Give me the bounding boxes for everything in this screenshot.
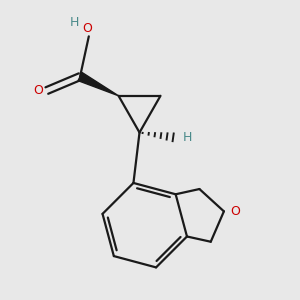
Polygon shape [78, 73, 118, 96]
Text: O: O [230, 205, 240, 218]
Text: H: H [183, 131, 193, 144]
Text: H: H [69, 16, 79, 29]
Text: O: O [33, 84, 43, 97]
Text: O: O [82, 22, 92, 34]
